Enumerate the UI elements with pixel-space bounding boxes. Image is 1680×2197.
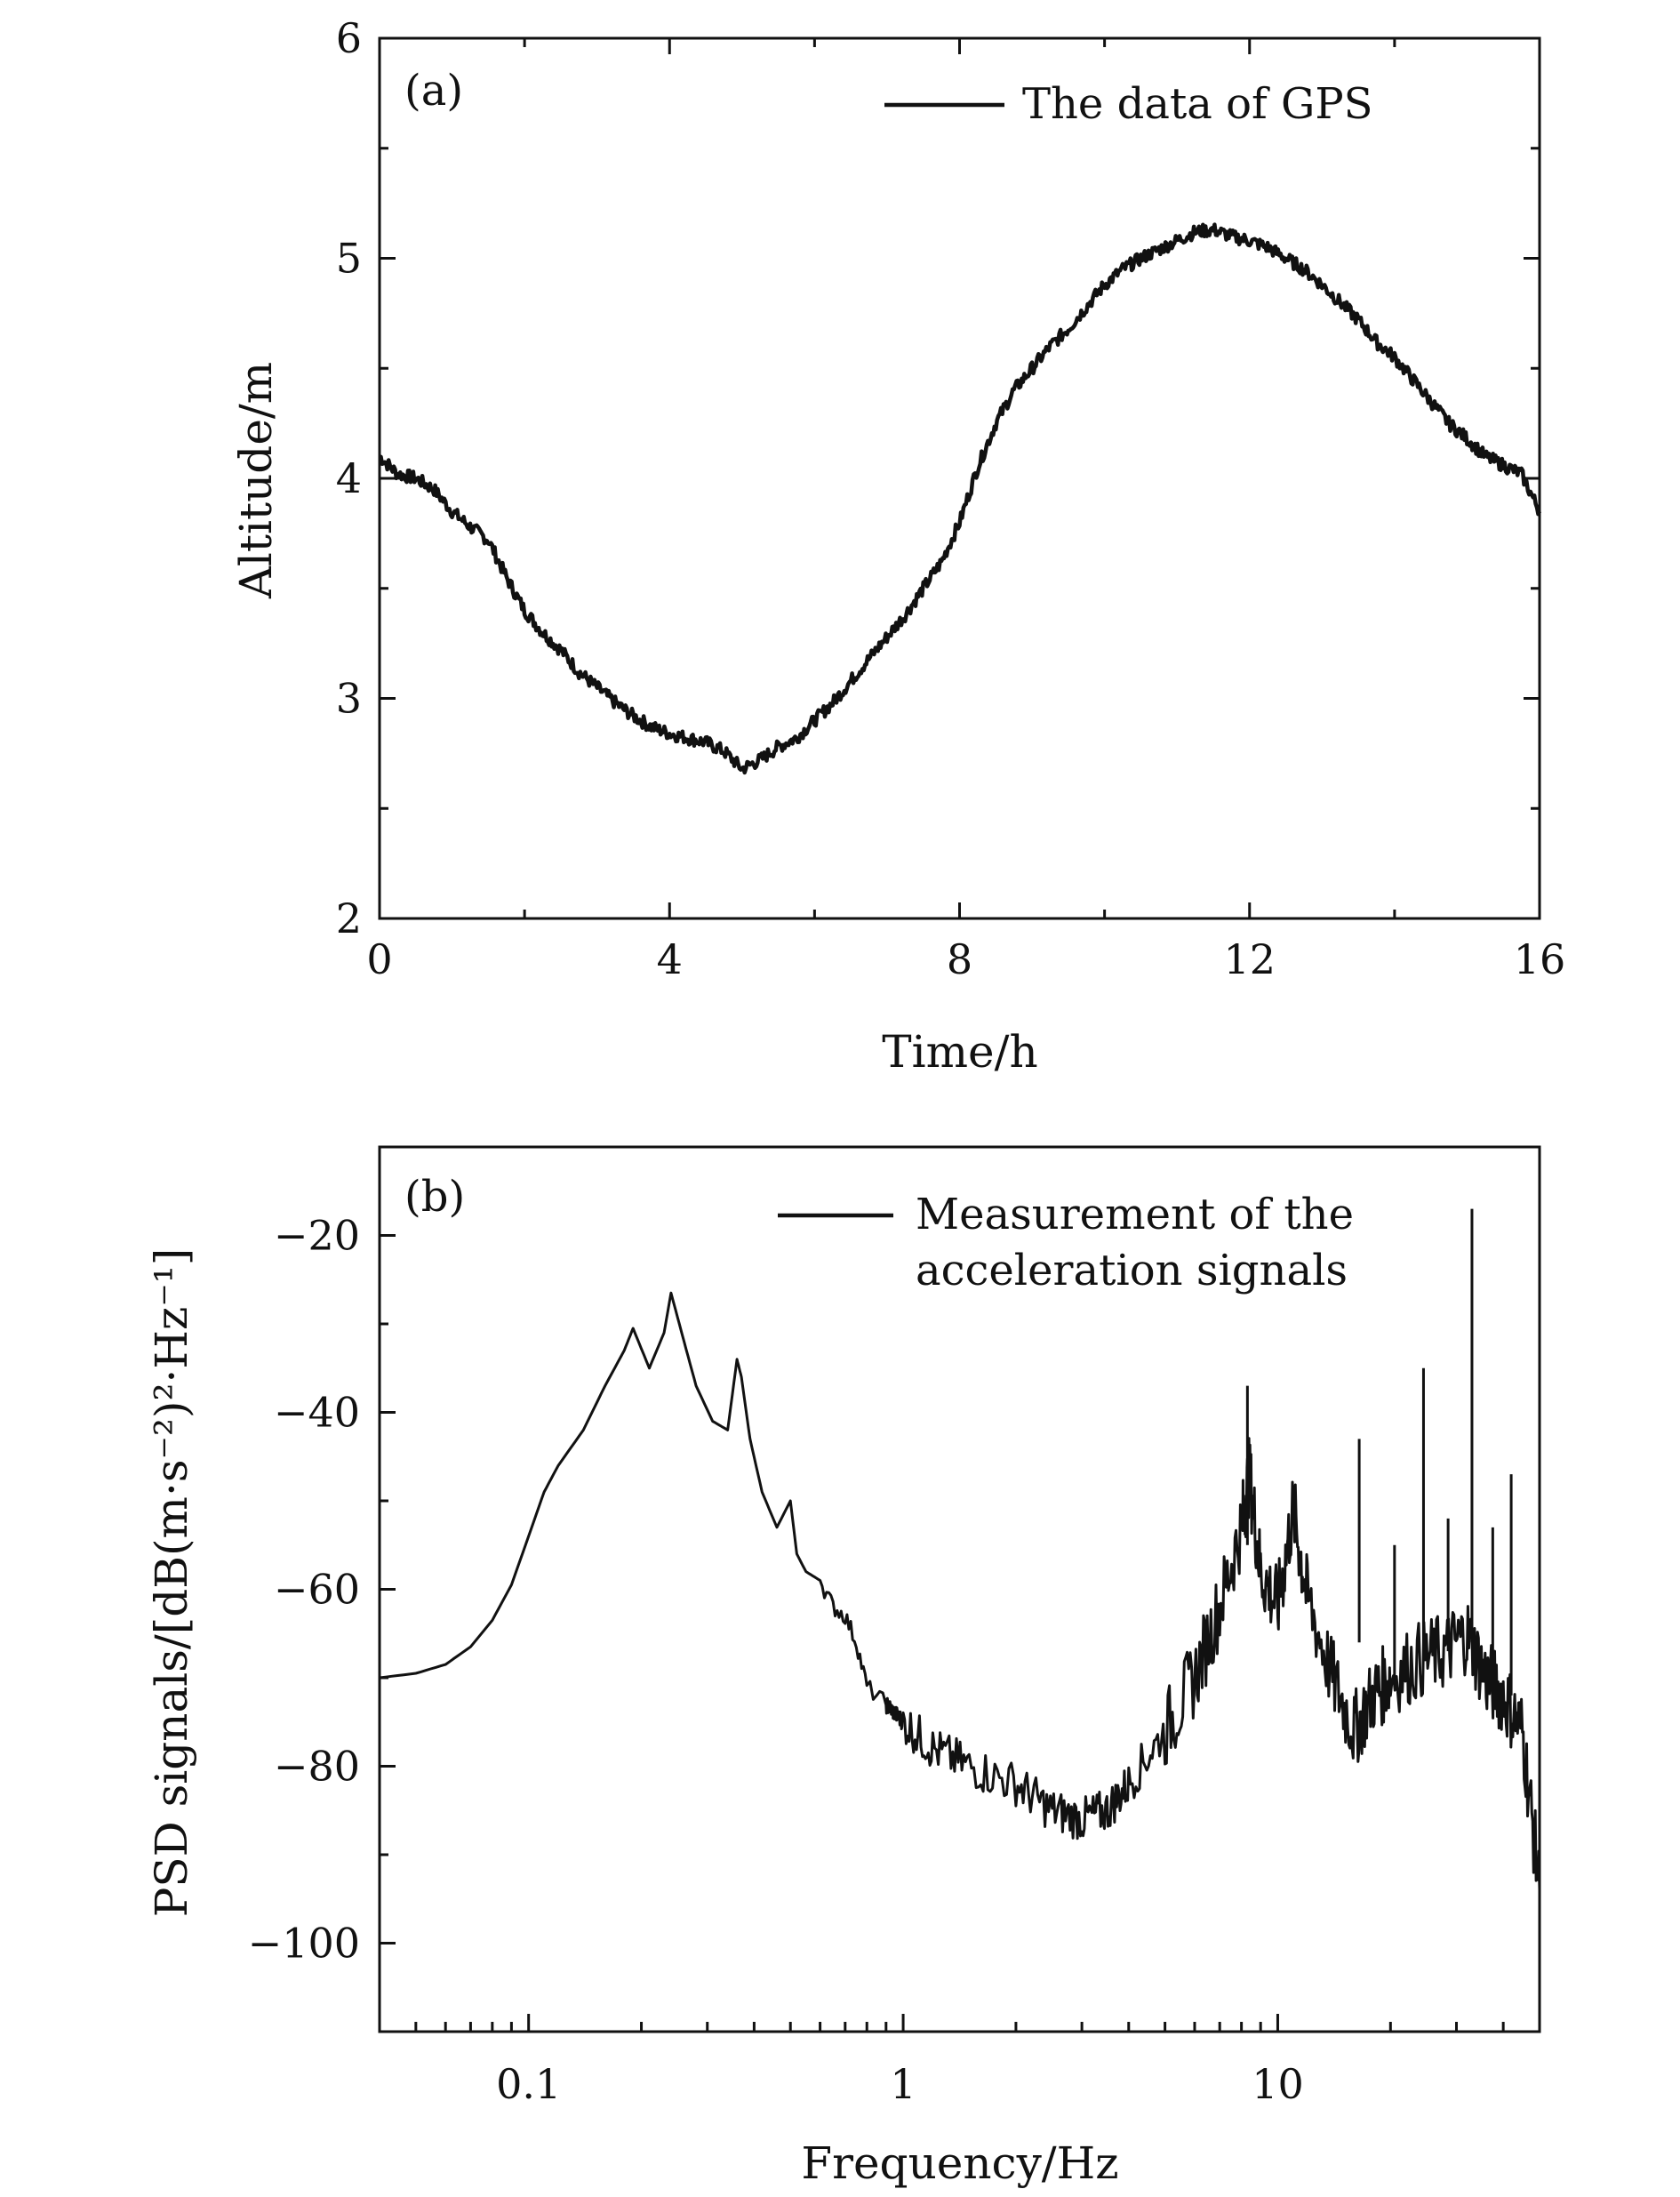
panel-a-x-tick-label: 0	[366, 935, 392, 983]
panel-a-x-tick-label: 8	[947, 935, 972, 983]
panel-b-y-tick-label: −40	[274, 1389, 360, 1437]
panel-b-x-tick-label: 10	[1252, 2060, 1304, 2108]
panel-a-label: (a)	[404, 66, 463, 116]
panel-a-y-tick-label: 4	[336, 454, 362, 502]
panel-b-y-axis-title: PSD signals/[dB(m·s⁻²)²·Hz⁻¹]	[146, 1248, 197, 1918]
panel-a-y-tick-label: 6	[336, 14, 362, 62]
panel-b-label: (b)	[404, 1172, 465, 1222]
panel-b-y-tick-label: −60	[274, 1566, 360, 1614]
panel-b-series-line	[379, 1291, 1541, 1890]
panel-b-legend-line-1: Measurement of the	[916, 1190, 1354, 1239]
panel-a-x-tick-label: 16	[1514, 935, 1566, 983]
panel-b-y-tick-label: −20	[274, 1212, 360, 1260]
panel-b-x-tick-label: 1	[890, 2060, 916, 2108]
panel-b-y-tick-label: −80	[274, 1743, 360, 1791]
panel-b-chart: 0.1 1 10 −20 −40 −60 −80 −100 (b) Measurement o…	[146, 1145, 1541, 2189]
panel-a-y-tick-label: 3	[336, 675, 362, 723]
panel-a-plot-frame	[378, 36, 1541, 920]
panel-b-legend-line-2: acceleration signals	[916, 1246, 1348, 1295]
panel-a-y-tick-label: 5	[336, 235, 362, 283]
panel-b-y-tick-label: −100	[248, 1920, 360, 1968]
panel-a-series-line	[379, 222, 1542, 775]
panel-a-x-axis-title: Time/h	[882, 1026, 1037, 1078]
panel-b-x-axis-title: Frequency/Hz	[801, 2137, 1118, 2189]
panel-a-y-tick-label: 2	[336, 894, 362, 942]
panel-a-ticks: 0 4 8 12 16 2 3 4 5 6	[336, 14, 1566, 983]
panel-b-ticks: 0.1 1 10 −20 −40 −60 −80 −100	[248, 1212, 1505, 2108]
panel-b-x-tick-label: 0.1	[496, 2060, 561, 2108]
panel-b-legend-label: Measurement of the acceleration signals	[916, 1190, 1354, 1295]
panel-a-x-tick-label: 12	[1223, 935, 1276, 983]
panel-a-x-tick-label: 4	[657, 935, 683, 983]
panel-a-y-axis-title: Altitude/m	[230, 362, 282, 599]
panel-a-legend-label: The data of GPS	[1022, 79, 1373, 129]
